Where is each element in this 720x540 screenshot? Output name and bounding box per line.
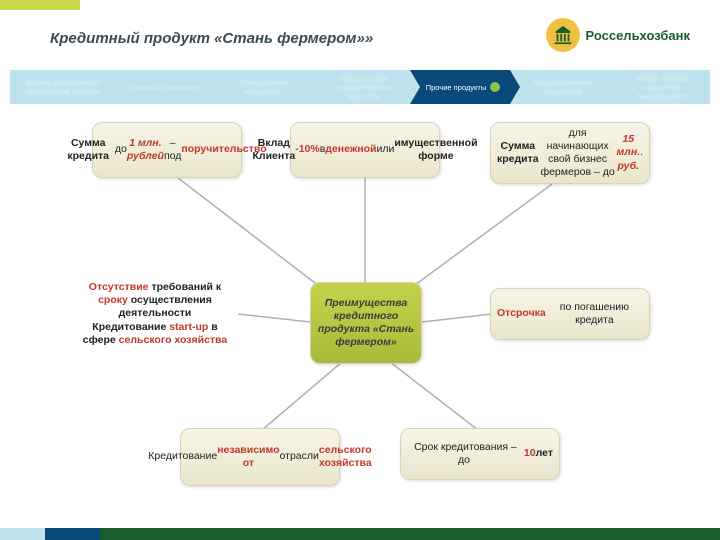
feature-n6: Кредитование независимо от отрасли сельс… bbox=[180, 428, 340, 486]
nav-step-4[interactable]: Прочие продукты bbox=[410, 70, 510, 104]
breadcrumb-nav: Анализ действующей продуктовой линейкиТа… bbox=[10, 70, 710, 104]
bank-logo: Россельхозбанк bbox=[546, 18, 691, 52]
top-accent-bar bbox=[0, 0, 720, 10]
feature-n1: Сумма кредита до 1 млн. рублей – под пор… bbox=[92, 122, 242, 178]
footer-bar bbox=[0, 528, 720, 540]
page-title: Кредитный продукт «Стань фермером»» bbox=[50, 30, 373, 47]
feature-n5: Отсрочка по погашению кредита bbox=[490, 288, 650, 340]
nav-step-3[interactable]: Продукты для неэффективных клиентов bbox=[310, 70, 410, 104]
logo-icon bbox=[546, 18, 580, 52]
nav-step-5[interactable]: Государственная поддержка bbox=[510, 70, 610, 104]
feature-n4: Отсутствие требований к сроку осуществле… bbox=[70, 268, 240, 360]
logo-text: Россельхозбанк bbox=[586, 28, 691, 43]
center-node: Преимущества кредитного продукта «Стань … bbox=[310, 282, 422, 364]
feature-n2: Вклад Клиента - 10% в денежной или имуще… bbox=[290, 122, 440, 178]
nav-dot-icon bbox=[490, 82, 500, 92]
nav-step-6[interactable]: Новая линейка продуктов Микробизнеса bbox=[610, 70, 710, 104]
feature-n3: Сумма кредита для начинающих свой бизнес… bbox=[490, 122, 650, 184]
diagram-area: Преимущества кредитного продукта «Стань … bbox=[0, 110, 720, 520]
nav-step-0[interactable]: Анализ действующей продуктовой линейки bbox=[10, 70, 110, 104]
nav-step-2[interactable]: «Стандартные продукты» bbox=[210, 70, 310, 104]
nav-step-1[interactable]: Тарифы и комиссии bbox=[110, 70, 210, 104]
feature-n7: Срок кредитования – до 10 лет bbox=[400, 428, 560, 480]
